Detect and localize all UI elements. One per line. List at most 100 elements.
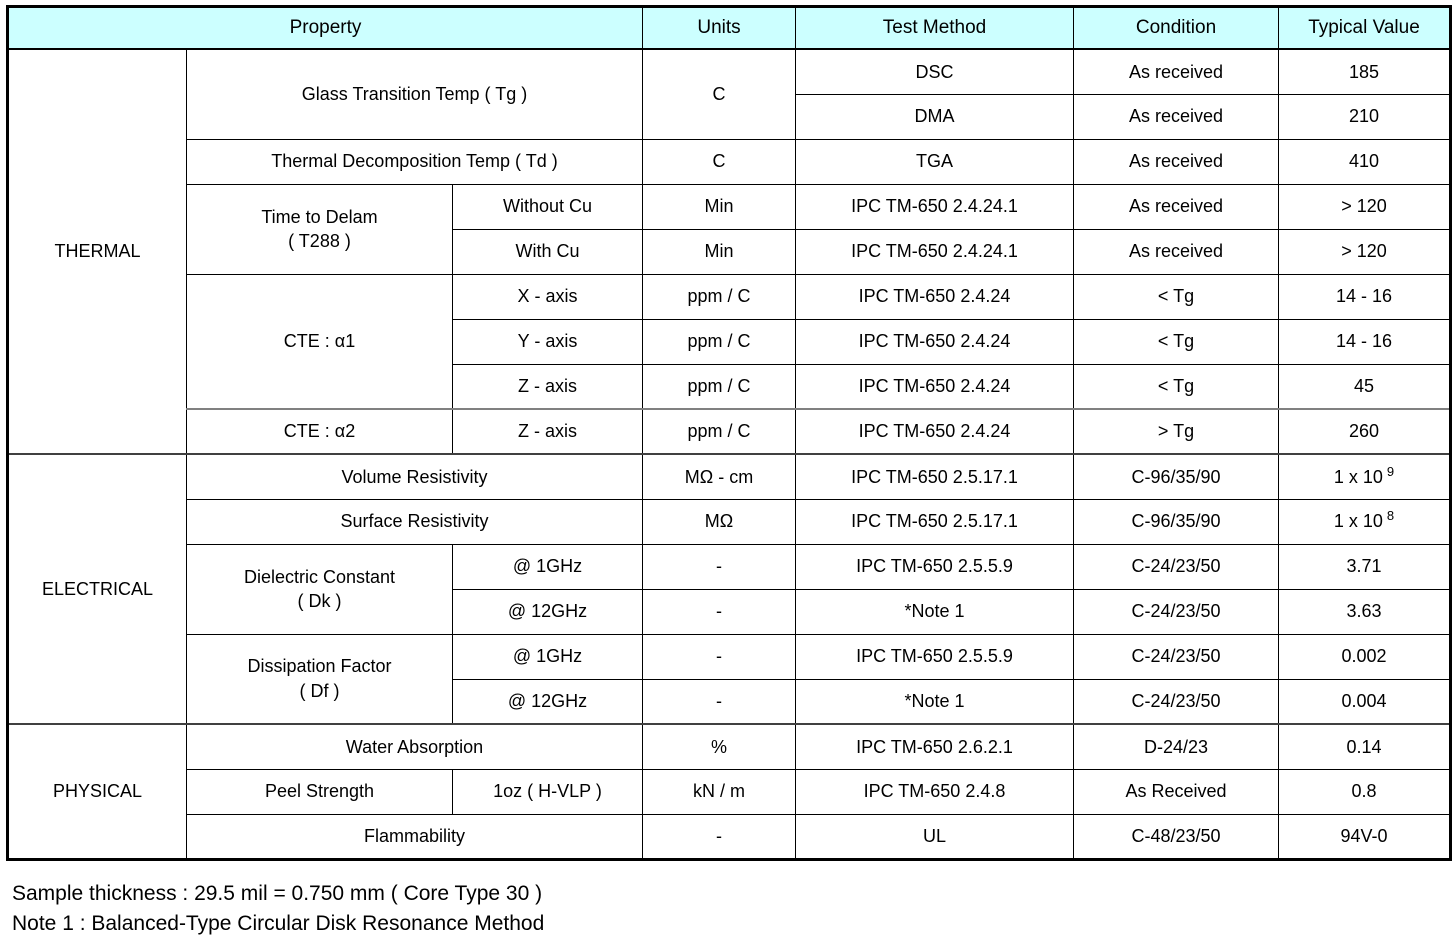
typical-value-cell: > 120 [1278, 228, 1451, 275]
property-cte-a2: CTE : α2 [186, 408, 453, 455]
subproperty-cell: @ 12GHz [452, 678, 643, 725]
subproperty-cell: X - axis [452, 273, 643, 320]
table-row: Dissipation Factor ( Df ) @ 1GHz - IPC T… [8, 633, 1451, 725]
test-method-cell: IPC TM-650 2.5.17.1 [795, 498, 1074, 545]
test-method-cell: UL [795, 813, 1074, 860]
units-cell: % [642, 723, 796, 770]
table-row: Dielectric Constant ( Dk ) @ 1GHz - IPC … [8, 543, 1451, 635]
units-cell: Min [642, 183, 796, 230]
test-method-cell: DSC [795, 48, 1074, 95]
test-method-cell: *Note 1 [795, 588, 1074, 635]
condition-cell: As Received [1073, 768, 1279, 815]
property-cte-a1: CTE : α1 [186, 273, 453, 410]
condition-cell: < Tg [1073, 318, 1279, 365]
test-method-cell: *Note 1 [795, 678, 1074, 725]
typical-value-cell: 3.71 [1278, 543, 1451, 590]
subproperty-cell: @ 1GHz [452, 543, 643, 590]
condition-cell: As received [1073, 138, 1279, 185]
units-cell: C [642, 48, 796, 140]
test-method-cell: IPC TM-650 2.4.8 [795, 768, 1074, 815]
units-cell: - [642, 813, 796, 860]
units-cell: - [642, 633, 796, 680]
test-method-cell: IPC TM-650 2.5.5.9 [795, 633, 1074, 680]
condition-cell: As received [1073, 228, 1279, 275]
col-header-units: Units [642, 6, 796, 50]
property-volume-resistivity: Volume Resistivity [186, 453, 643, 500]
subproperty-cell: Y - axis [452, 318, 643, 365]
test-method-cell: IPC TM-650 2.4.24 [795, 318, 1074, 365]
property-water-absorption: Water Absorption [186, 723, 643, 770]
units-cell: ppm / C [642, 408, 796, 455]
category-physical: PHYSICAL [7, 723, 187, 860]
condition-cell: C-24/23/50 [1073, 543, 1279, 590]
table-row: THERMAL Glass Transition Temp ( Tg ) C D… [7, 48, 1451, 455]
table-row: CTE : α2 Z - axis ppm / C IPC TM-650 2.4… [8, 408, 1451, 455]
test-method-cell: TGA [795, 138, 1074, 185]
col-header-condition: Condition [1073, 6, 1279, 50]
exponent: 8 [1386, 508, 1395, 524]
subproperty-cell: @ 1GHz [452, 633, 643, 680]
property-dissipation-factor: Dissipation Factor ( Df ) [186, 633, 453, 725]
test-method-cell: IPC TM-650 2.5.5.9 [795, 543, 1074, 590]
sample-thickness-note: Sample thickness : 29.5 mil = 0.750 mm (… [12, 881, 543, 905]
test-method-cell: IPC TM-650 2.5.17.1 [795, 453, 1074, 500]
table-row: Surface Resistivity MΩ IPC TM-650 2.5.17… [8, 498, 1451, 545]
subproperty-cell: Without Cu [452, 183, 643, 230]
table-row: PHYSICAL Water Absorption % IPC TM-650 2… [7, 723, 1451, 860]
condition-cell: C-96/35/90 [1073, 498, 1279, 545]
category-thermal: THERMAL [7, 48, 187, 455]
units-cell: Min [642, 228, 796, 275]
property-thermal-decomposition-temp: Thermal Decomposition Temp ( Td ) [186, 138, 643, 185]
typical-value-cell: 1 x 10 9 [1278, 453, 1451, 500]
condition-cell: C-48/23/50 [1073, 813, 1279, 860]
properties-table: Property Units Test Method Condition Typ… [6, 5, 1452, 861]
units-cell: ppm / C [642, 318, 796, 365]
table-row: Time to Delam ( T288 ) Without Cu Min IP… [8, 183, 1451, 275]
typical-value-cell: 14 - 16 [1278, 318, 1451, 365]
col-header-property: Property [7, 6, 643, 50]
footnotes: Sample thickness : 29.5 mil = 0.750 mm (… [12, 879, 1456, 939]
units-cell: - [642, 543, 796, 590]
header-row: Property Units Test Method Condition Typ… [7, 6, 1451, 50]
col-header-test-method: Test Method [795, 6, 1074, 50]
test-method-cell: IPC TM-650 2.4.24 [795, 363, 1074, 410]
typical-value-cell: 0.004 [1278, 678, 1451, 725]
condition-cell: < Tg [1073, 363, 1279, 410]
typical-value-cell: 0.14 [1278, 723, 1451, 770]
property-peel-strength: Peel Strength [186, 768, 453, 815]
condition-cell: As received [1073, 48, 1279, 95]
units-cell: - [642, 588, 796, 635]
condition-cell: C-24/23/50 [1073, 588, 1279, 635]
property-flammability: Flammability [186, 813, 643, 860]
table-row: CTE : α1 X - axis ppm / C IPC TM-650 2.4… [8, 273, 1451, 410]
units-cell: - [642, 678, 796, 725]
test-method-cell: IPC TM-650 2.4.24.1 [795, 228, 1074, 275]
table-row: Thermal Decomposition Temp ( Td ) C TGA … [8, 138, 1451, 185]
table-row: Peel Strength 1oz ( H-VLP ) kN / m IPC T… [8, 768, 1451, 815]
condition-cell: C-96/35/90 [1073, 453, 1279, 500]
note-1: Note 1 : Balanced-Type Circular Disk Res… [12, 911, 545, 935]
property-glass-transition-temp: Glass Transition Temp ( Tg ) [186, 48, 643, 140]
units-cell: ppm / C [642, 273, 796, 320]
units-cell: MΩ - cm [642, 453, 796, 500]
table-row: Flammability - UL C-48/23/50 94V-0 [8, 813, 1451, 860]
subproperty-cell: @ 12GHz [452, 588, 643, 635]
test-method-cell: IPC TM-650 2.4.24.1 [795, 183, 1074, 230]
units-cell: C [642, 138, 796, 185]
typical-value-cell: 185 [1278, 48, 1451, 95]
table-row: ELECTRICAL Volume Resistivity MΩ - cm IP… [7, 453, 1451, 725]
property-time-to-delam: Time to Delam ( T288 ) [186, 183, 453, 275]
table-row: DMA As received 210 [8, 93, 1451, 140]
property-dielectric-constant: Dielectric Constant ( Dk ) [186, 543, 453, 635]
typical-value-cell: > 120 [1278, 183, 1451, 230]
typical-value-cell: 3.63 [1278, 588, 1451, 635]
typical-value-cell: 410 [1278, 138, 1451, 185]
table-row: With Cu Min IPC TM-650 2.4.24.1 As recei… [8, 228, 1451, 275]
test-method-cell: IPC TM-650 2.4.24 [795, 408, 1074, 455]
table-row: Y - axis ppm / C IPC TM-650 2.4.24 < Tg … [8, 318, 1451, 365]
condition-cell: As received [1073, 93, 1279, 140]
property-surface-resistivity: Surface Resistivity [186, 498, 643, 545]
units-cell: MΩ [642, 498, 796, 545]
condition-cell: D-24/23 [1073, 723, 1279, 770]
